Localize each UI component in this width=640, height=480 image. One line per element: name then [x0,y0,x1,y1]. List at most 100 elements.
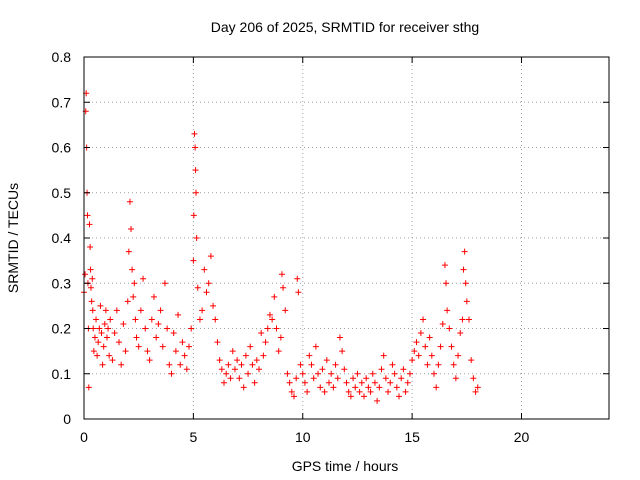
data-point [462,280,469,287]
data-point [186,343,192,350]
data-point [175,311,182,318]
y-axis-label: SRMTID / TECUs [5,183,21,293]
data-point [242,352,249,359]
y-tick-label: 0.4 [52,230,72,246]
data-point [247,343,254,350]
data-point [207,253,214,260]
data-point [98,330,105,337]
data-point [455,352,462,359]
data-point [181,352,188,359]
data-points [81,90,481,404]
data-point [212,316,219,323]
data-point [385,388,392,395]
data-point [129,266,136,273]
data-point [124,298,131,305]
data-point [413,339,420,346]
y-tick-label: 0.3 [52,275,72,291]
data-point [229,348,236,355]
data-point [358,379,365,386]
data-point [376,384,383,391]
data-point [437,343,444,350]
data-point [330,384,337,391]
data-point [319,366,326,373]
data-point [188,325,195,332]
data-point [86,221,93,228]
data-point [155,320,162,327]
data-point [343,379,350,386]
data-point [194,284,201,291]
data-point [299,370,306,377]
data-point [111,330,118,337]
data-point [304,388,311,395]
data-point [336,334,343,341]
data-point [199,307,206,314]
data-point [282,307,289,314]
data-point [170,330,177,337]
data-point [168,370,175,377]
data-point [450,361,457,368]
data-point [102,307,109,314]
data-point [137,307,144,314]
data-point [113,307,120,314]
data-point [153,334,160,341]
data-point [90,348,97,355]
data-point [354,370,361,377]
data-point [271,293,278,300]
data-point [312,343,319,350]
grid [84,57,609,419]
data-point [264,325,271,332]
data-point [262,339,269,346]
data-point [190,257,197,264]
data-point [164,325,171,332]
data-point [347,393,354,400]
data-point [227,375,234,382]
data-point [391,370,398,377]
data-point [422,343,429,350]
data-point [284,370,291,377]
plot-frame [83,56,610,420]
data-point [396,393,402,400]
data-point [466,316,472,323]
data-point [345,388,352,395]
data-point [90,325,97,332]
data-point [420,316,427,323]
data-point [402,388,409,395]
data-point [183,366,190,373]
data-point [193,189,199,196]
data-point [371,379,378,386]
data-point [87,244,94,251]
data-point [452,375,459,382]
data-point [177,361,184,368]
data-point [297,361,304,368]
data-point [103,334,110,341]
data-point [93,316,100,323]
y-tick-labels: 0 0.1 0.2 0.3 0.4 0.5 0.6 0.7 0.8 [52,49,72,427]
x-tick-label: 5 [189,429,197,445]
data-point [82,271,89,278]
data-point [106,352,113,359]
data-point [315,370,322,377]
data-point [332,361,339,368]
data-point [258,330,265,337]
data-point [126,198,133,205]
data-point [273,325,280,332]
data-point [218,366,225,373]
data-point [135,343,142,350]
chart-title: Day 206 of 2025, SRMTID for receiver sth… [211,19,479,35]
x-axis-label: GPS time / hours [292,458,399,474]
data-point [205,280,212,287]
data-point [457,330,464,337]
data-point [367,388,374,395]
data-point [159,343,166,350]
data-point [461,248,468,255]
data-point [404,379,411,386]
data-point [88,298,95,305]
data-point [428,352,435,359]
data-point [415,352,422,359]
x-tick-labels: 0 5 10 15 20 [80,429,529,445]
data-point [85,384,92,391]
data-point [301,379,308,386]
data-point [140,275,147,282]
data-point [369,370,376,377]
data-point [275,348,282,355]
